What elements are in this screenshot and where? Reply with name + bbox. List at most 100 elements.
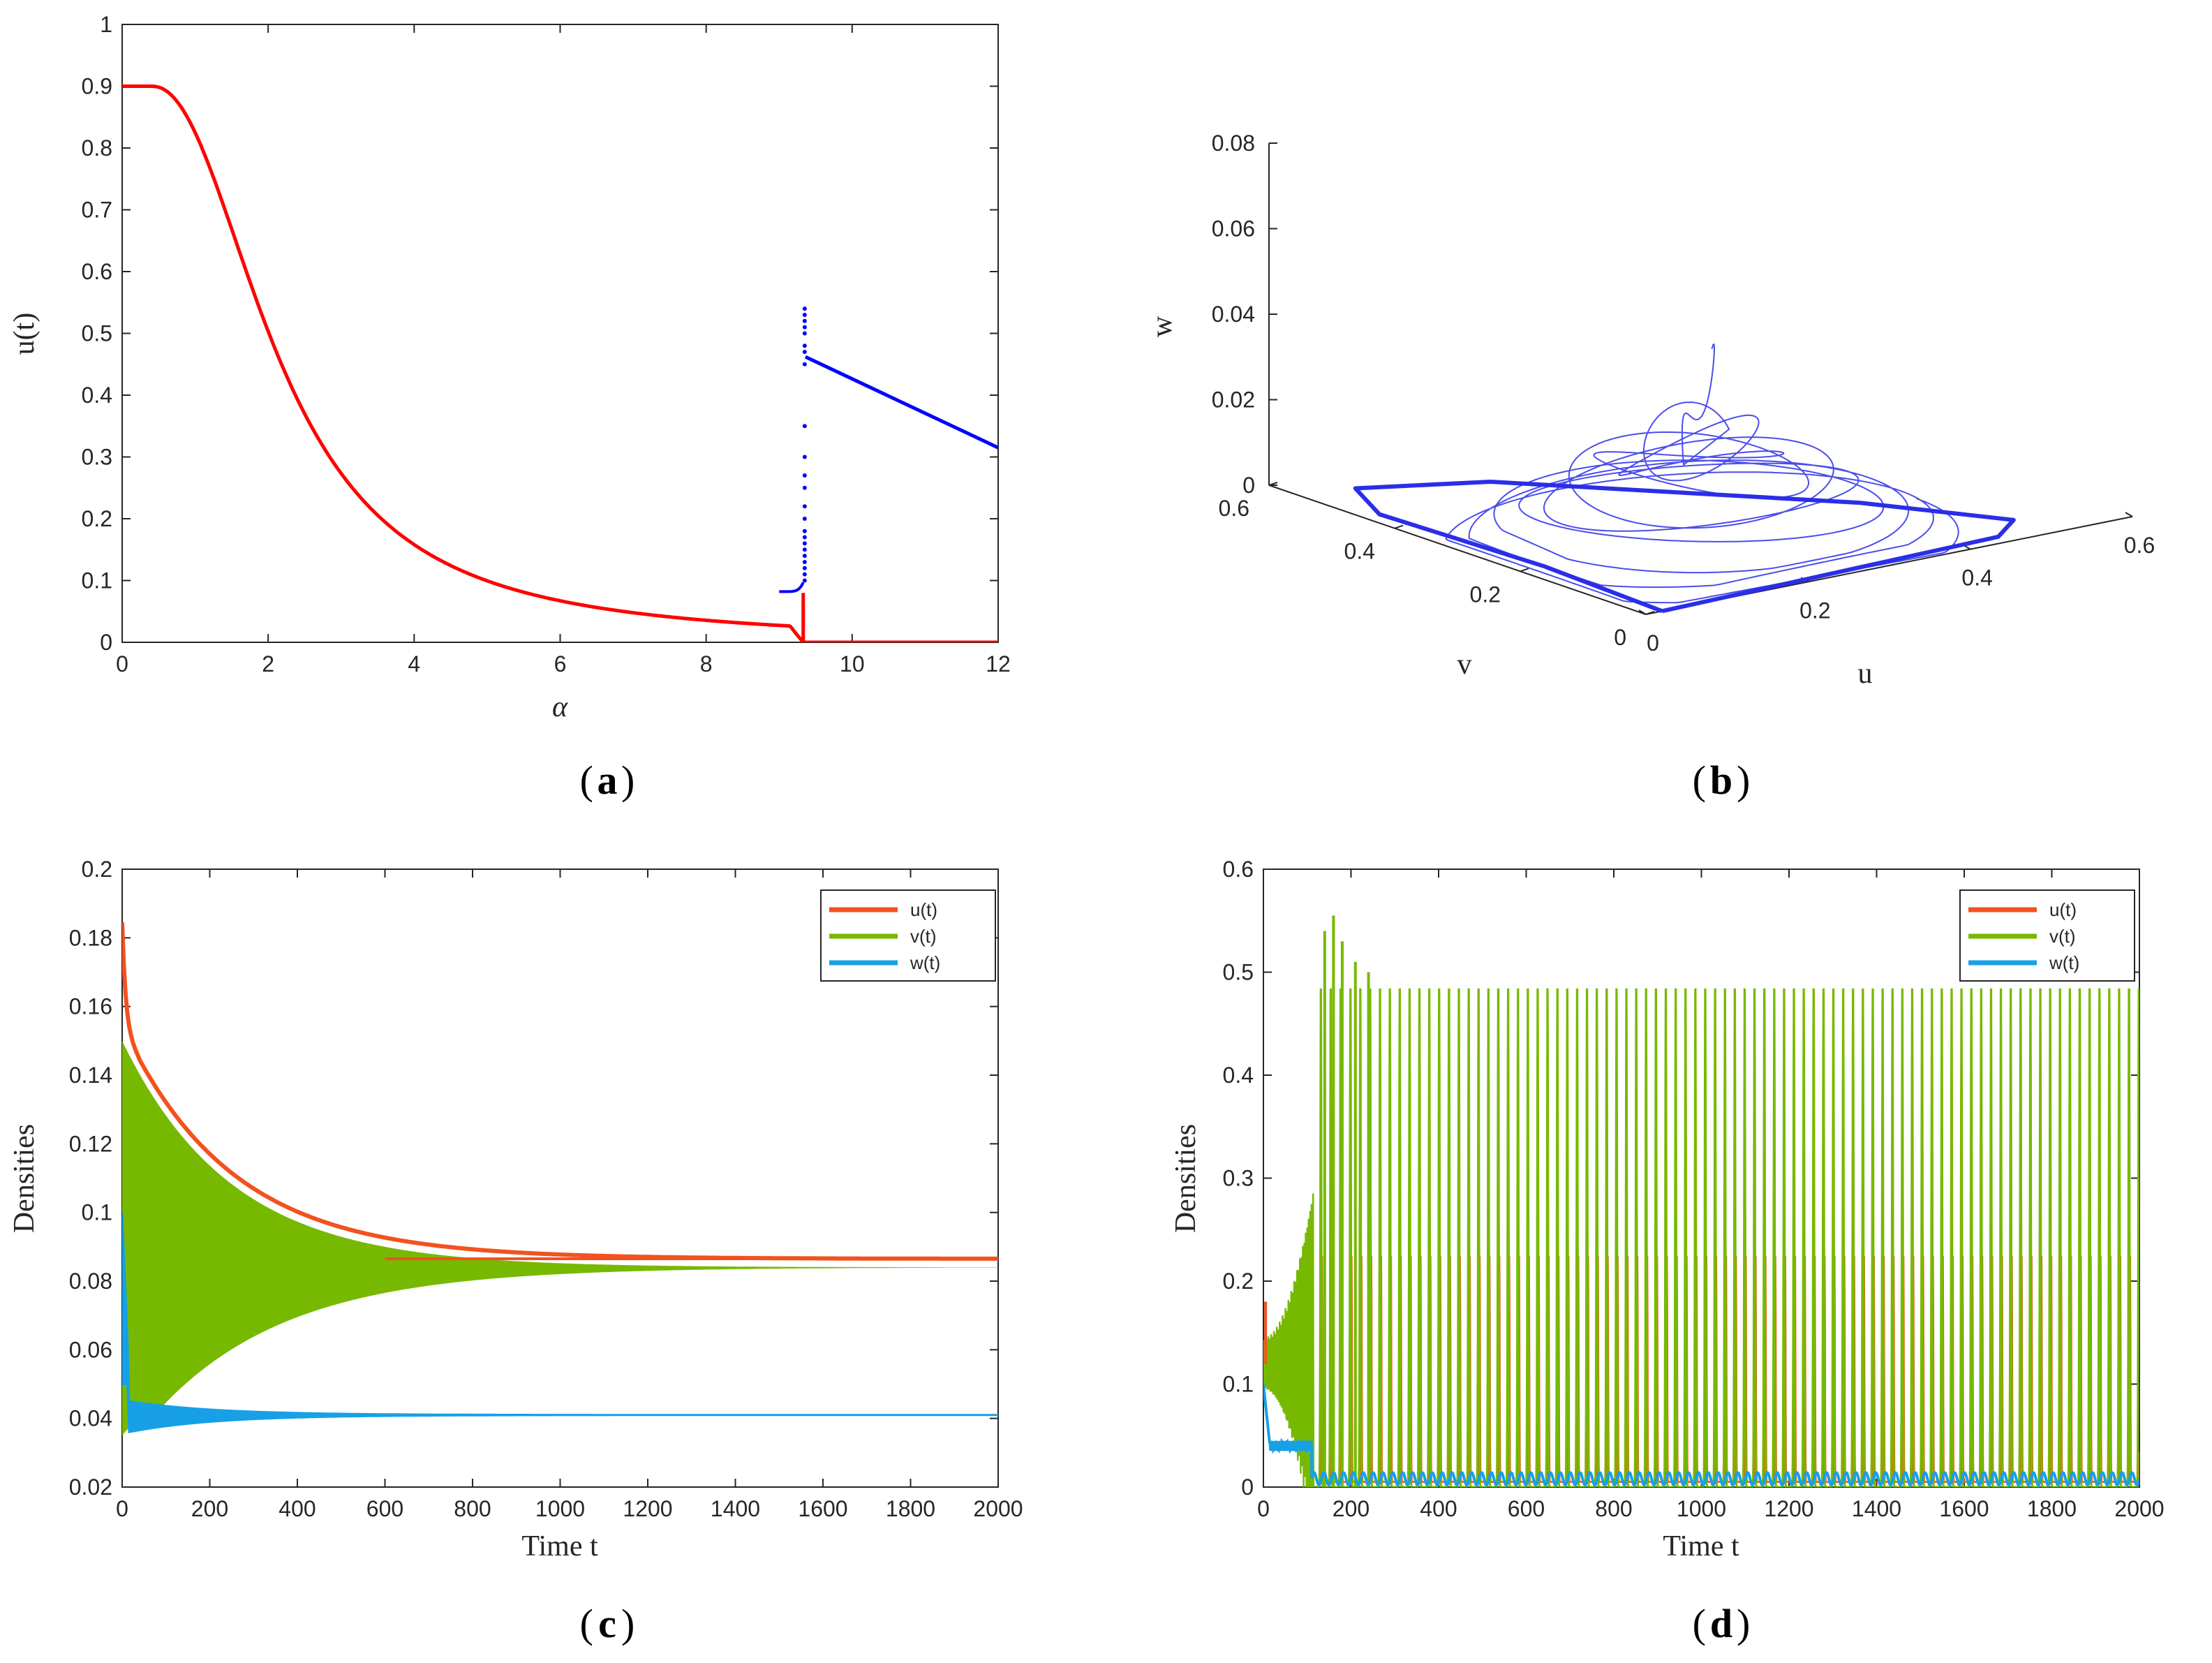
panel-a-blue-point [802,541,807,546]
svg-text:(: ( [1693,757,1706,803]
panel-c-xtick-label: 1800 [886,1496,935,1521]
caption-a-letter: a [597,757,618,803]
panel-a-blue-point [802,312,807,317]
svg-text:): ) [621,1601,634,1646]
panel-a-blue-point [802,554,807,559]
panel-a-blue-point [802,306,807,311]
caption-c: ( c ) [580,1601,635,1646]
svg-text:): ) [1737,1601,1750,1646]
panel-a-blue-point [802,362,807,367]
panel-a-blue-point [802,331,807,336]
panel-c-xtick-label: 600 [366,1496,403,1521]
panel-a-ytick-label: 0.8 [82,135,112,161]
panel-c-xlabel: Time t [521,1530,598,1562]
panel-c-ytick-label: 0.12 [69,1131,112,1156]
panel-d-xtick-label: 1600 [1939,1496,1989,1521]
panel-b-w-tick-label: 0.08 [1212,131,1255,156]
panel-a-blue-point [802,454,807,459]
panel-d-xtick-label: 800 [1595,1496,1632,1521]
panel-d-legend-label: v(t) [2049,926,2076,947]
panel-a-xtick-label: 0 [116,651,128,677]
panel-a-xtick-label: 6 [554,651,567,677]
panel-d-ytick-label: 0.4 [1223,1063,1254,1088]
panel-d-xtick-label: 1800 [2027,1496,2077,1521]
panel-a-ylabel: u(t) [8,313,40,355]
panel-b-v-axis [1268,485,1647,615]
panel-b-u-tick-label: 0 [1647,630,1659,656]
panel-c-series-v [122,1040,998,1436]
panel-b-xlabel: u [1858,658,1873,690]
panel-c-legend-label: v(t) [910,926,937,947]
panel-d-xtick-label: 1000 [1677,1496,1726,1521]
panel-a-xtick-label: 8 [700,651,713,677]
panel-d-xtick-label: 200 [1333,1496,1369,1521]
caption-b: ( b ) [1693,757,1751,803]
panel-b-ylabel: v [1457,649,1472,681]
panel-a-red-branch [122,84,806,642]
panel-c-legend-label: u(t) [910,899,937,920]
panel-d-legend-label: u(t) [2049,899,2077,920]
panel-d-xtick-label: 600 [1508,1496,1545,1521]
panel-c-ytick-label: 0.06 [69,1337,112,1362]
panel-b-v-tick-label: 0 [1614,625,1626,650]
caption-a: ( a ) [580,757,635,803]
panel-a-xlabel: α [552,691,568,723]
panel-a-blue-point [802,325,807,330]
caption-c-letter: c [598,1601,616,1646]
panel-c-ytick-label: 0.16 [69,994,112,1019]
panel-a-xtick-label: 2 [262,651,274,677]
panel-d-ytick-label: 0 [1241,1474,1254,1500]
panel-a-blue-point [802,517,807,521]
svg-text:): ) [621,757,634,803]
panel-a-bifurcation-chart: 0 2 4 6 8 10 12 0 0.1 0.2 0.3 0.4 0.5 0.6 0.7 0.8 0.9 1 u… [8,12,1011,723]
panel-d-xtick-label: 2000 [2114,1496,2164,1521]
panel-b-u-tick [1638,609,1647,615]
panel-b-w-tick-label: 0.04 [1212,302,1255,327]
caption-d-letter: d [1710,1601,1732,1646]
panel-a-blue-branch [804,355,998,450]
panel-b-v-tick-label: 0.4 [1344,539,1375,564]
panel-d-series-w [1263,1384,2139,1487]
svg-text:(: ( [1693,1601,1706,1646]
panel-c-xtick-label: 1000 [535,1496,585,1521]
caption-b-letter: b [1710,757,1732,803]
panel-c-ytick-label: 0.08 [69,1269,112,1294]
panel-b-w-tick-label: 0 [1242,473,1255,498]
panel-c-xtick-label: 800 [454,1496,491,1521]
panel-a-blue-point [802,559,807,564]
panel-d-ytick-label: 0.2 [1223,1269,1254,1294]
panel-d-ytick-label: 0.1 [1223,1372,1254,1397]
panel-a-ytick-label: 0 [100,630,112,655]
panel-c-xtick-label: 1600 [798,1496,847,1521]
panel-b-v-tick-label: 0.2 [1470,582,1501,607]
panel-b-v-tick [1394,524,1404,529]
panel-a-ytick-label: 0.3 [82,445,112,470]
svg-text:(: ( [580,1601,593,1646]
panel-a-ytick-label: 0.7 [82,198,112,223]
panel-d-xtick-label: 400 [1420,1496,1457,1521]
panel-a-blue-point [802,485,807,490]
panel-a-blue-point [802,566,807,570]
caption-d: ( d ) [1693,1601,1751,1646]
panel-c-ylabel: Densities [8,1124,40,1233]
panel-a-xtick-label: 4 [408,651,420,677]
svg-text:(: ( [580,757,593,803]
panel-d-legend: u(t) v(t) w(t) [1959,889,2135,982]
panel-b-w-tick-label: 0.06 [1212,216,1255,242]
panel-c-xtick-label: 1200 [623,1496,672,1521]
panel-d-xtick-label: 1400 [1852,1496,1901,1521]
panel-a-ytick-label: 1 [100,12,112,37]
panel-a-plot-frame [121,24,999,643]
panel-d-series-v [1316,988,2139,1487]
panel-a-blue-point [802,572,807,577]
panel-a-blue-point [802,473,807,478]
panel-c-xtick-label: 200 [191,1496,228,1521]
panel-b-trajectory-transient [1445,343,1959,604]
panel-c-xtick-label: 2000 [973,1496,1023,1521]
panel-a-ytick-label: 0.5 [82,321,112,346]
panel-b-u-tick [2125,512,2133,517]
panel-a-blue-point [802,424,807,429]
panel-b-w-tick-label: 0.02 [1212,387,1255,413]
panel-a-blue-point [802,504,807,509]
panel-c-legend-label: w(t) [910,952,940,973]
